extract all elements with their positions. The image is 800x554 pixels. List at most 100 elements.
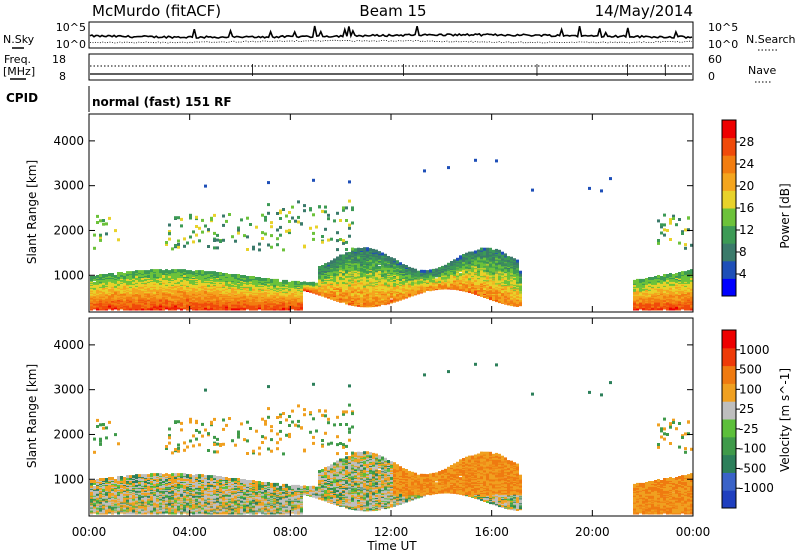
power-cell <box>153 280 156 284</box>
power-cell <box>165 243 168 246</box>
power-cell <box>420 288 423 292</box>
power-cell <box>93 276 96 279</box>
power-cell <box>348 180 351 184</box>
power-cell <box>279 283 282 287</box>
power-cell <box>147 270 150 274</box>
power-cell <box>237 274 240 277</box>
power-cell <box>174 272 177 275</box>
power-cell <box>96 305 99 309</box>
power-cell <box>192 290 195 294</box>
power-cell <box>378 251 381 255</box>
power-cell <box>414 278 417 282</box>
power-cell <box>192 279 195 283</box>
power-cell <box>279 303 282 307</box>
power-cell <box>339 257 342 261</box>
power-cell <box>249 305 252 309</box>
power-cell <box>339 289 342 292</box>
station-title: McMurdo (fitACF) <box>92 2 221 20</box>
power-cell <box>171 247 174 251</box>
power-cell <box>276 306 279 310</box>
power-cell <box>141 305 144 309</box>
power-cell <box>177 245 180 249</box>
power-cell <box>183 279 186 283</box>
power-cell <box>108 288 111 292</box>
power-cell <box>258 248 261 252</box>
power-cell <box>183 244 186 248</box>
noise-right-tick-top: 10^5 <box>708 21 738 34</box>
power-cell <box>168 278 171 281</box>
power-cell <box>159 269 162 273</box>
power-cell <box>474 285 477 288</box>
power-cell <box>348 274 351 278</box>
power-cell <box>408 266 411 270</box>
power-cell <box>204 184 207 188</box>
power-cell <box>459 255 462 259</box>
power-cell <box>243 286 246 290</box>
power-cell <box>222 303 225 307</box>
power-cell <box>255 277 258 280</box>
power-cell <box>276 280 279 284</box>
power-cell <box>132 291 135 295</box>
power-cell <box>366 247 369 251</box>
power-cell <box>123 273 126 276</box>
power-cell <box>204 282 207 286</box>
power-cell <box>357 303 360 307</box>
power-cell <box>363 284 366 288</box>
power-cell <box>504 298 507 302</box>
power-cell <box>183 301 186 305</box>
power-cell <box>258 306 261 310</box>
power-cell <box>498 268 501 272</box>
power-cell <box>474 158 477 162</box>
power-cell <box>108 273 111 276</box>
power-cell <box>171 281 174 285</box>
power-cell <box>156 299 159 303</box>
power-cell <box>276 228 279 232</box>
power-cell <box>294 287 297 291</box>
power-cell <box>372 298 375 302</box>
power-cell <box>108 298 111 302</box>
power-cell <box>324 270 327 273</box>
power-cell <box>201 273 204 276</box>
power-cell <box>327 238 330 242</box>
power-cell <box>189 213 192 217</box>
power-cell <box>192 286 195 290</box>
power-cell <box>498 251 501 255</box>
power-cell <box>288 281 291 285</box>
power-cell <box>504 289 507 293</box>
power-cell <box>183 269 186 273</box>
power-cell <box>396 279 399 283</box>
power-cell <box>498 280 501 284</box>
power-cell <box>327 290 330 294</box>
noise-right-tick-bottom: 10^0 <box>708 38 738 51</box>
power-cell <box>276 284 279 288</box>
power-cell <box>369 248 372 252</box>
power-cell <box>633 283 636 287</box>
power-cell <box>156 283 159 287</box>
power-cell <box>270 303 273 307</box>
power-cell <box>129 293 132 297</box>
power-cell <box>105 305 108 309</box>
power-cell <box>261 231 264 235</box>
power-cell <box>144 303 147 307</box>
power-cell <box>384 286 387 290</box>
power-cell <box>357 270 360 274</box>
power-cell <box>510 268 513 272</box>
power-cell <box>351 262 354 266</box>
power-cell <box>336 239 339 243</box>
power-cell <box>399 284 402 288</box>
power-cell <box>483 259 486 263</box>
power-cell <box>432 268 435 272</box>
power-cell <box>279 281 282 285</box>
power-cell <box>318 266 321 269</box>
power-cell <box>342 281 345 284</box>
power-cell <box>486 254 489 258</box>
power-cell <box>168 237 171 241</box>
power-cell <box>189 290 192 294</box>
power-cell <box>363 287 366 291</box>
power-cell <box>132 307 135 311</box>
power-cell <box>213 231 216 235</box>
power-cell <box>429 285 432 289</box>
power-cell <box>495 256 498 260</box>
power-cell <box>294 297 297 301</box>
power-cell <box>225 285 228 289</box>
